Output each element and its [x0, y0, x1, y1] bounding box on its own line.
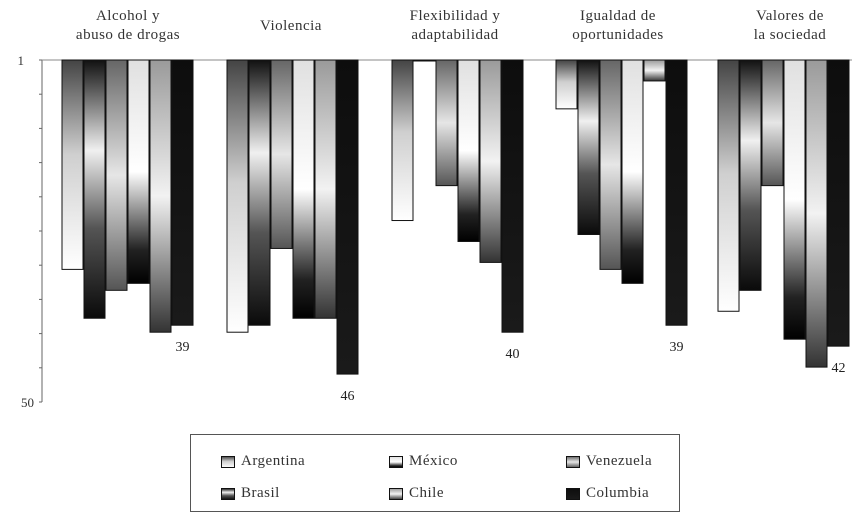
legend-item: Venezuela [566, 453, 652, 470]
bar-chile-1 [314, 59, 337, 319]
y-tick-label: 1 [18, 53, 25, 68]
legend-label: Argentina [241, 453, 306, 469]
bar-brasil-1 [248, 59, 271, 326]
legend-item: Chile [389, 485, 444, 502]
legend-swatch [566, 487, 580, 500]
bar-brasil-4 [739, 59, 762, 291]
data-label: 40 [506, 347, 520, 362]
bar-argentina-1 [226, 59, 249, 333]
legend-item: Columbia [566, 485, 649, 502]
bar-brasil-0 [83, 59, 106, 319]
bar-venezuela-3 [599, 59, 622, 270]
legend-swatch [389, 487, 403, 500]
category-title: Valores de la sociedad [753, 8, 827, 43]
bar-columbia-2 [501, 59, 524, 333]
bar-venezuela-1 [270, 59, 293, 249]
chart-legend: Argentina México Venezuela Brasil Chile Colum… [190, 434, 680, 512]
category-title: Alcohol y abuso de drogas [75, 8, 181, 43]
bar-columbia-4 [827, 59, 850, 347]
y-tick-label: 50 [21, 395, 34, 410]
bar-chart: 1 50 39 46 40 39 42 [18, 53, 852, 410]
legend-label: Chile [409, 485, 444, 501]
legend-item: Brasil [221, 485, 280, 502]
bar-brasil-2 [413, 59, 436, 62]
bar-brasil-3 [577, 59, 600, 235]
category-title: Violencia [260, 18, 322, 34]
bar-mxico-0 [127, 59, 150, 284]
legend-swatch [566, 455, 580, 468]
data-label: 39 [176, 340, 190, 355]
bar-venezuela-4 [761, 59, 784, 187]
category-title: Flexibilidad y adaptabilidad [409, 8, 501, 43]
legend-label: Columbia [586, 485, 650, 501]
legend-label: México [409, 453, 458, 469]
data-label: 46 [341, 389, 355, 404]
bar-columbia-1 [336, 59, 359, 375]
legend-swatch [221, 487, 235, 500]
bar-mxico-2 [457, 59, 480, 242]
bar-chile-0 [149, 59, 172, 333]
data-label: 42 [832, 361, 846, 376]
bar-argentina-3 [555, 59, 578, 110]
category-title: Igualdad de oportunidades [572, 8, 664, 43]
bar-mxico-3 [621, 59, 644, 284]
legend-swatch [221, 455, 235, 468]
bar-columbia-0 [171, 59, 194, 326]
legend-swatch [389, 455, 403, 468]
bar-venezuela-2 [435, 59, 458, 187]
bar-argentina-2 [391, 59, 414, 222]
legend-item: Argentina [221, 453, 305, 470]
bar-venezuela-0 [105, 59, 128, 291]
bar-columbia-3 [665, 59, 688, 326]
bar-chile-3 [643, 59, 666, 82]
data-label: 39 [670, 340, 684, 355]
legend-item: México [389, 453, 458, 470]
bar-mxico-4 [783, 59, 806, 340]
bar-argentina-0 [61, 59, 84, 270]
bar-chile-2 [479, 59, 502, 263]
legend-label: Brasil [241, 485, 280, 501]
bar-argentina-4 [717, 59, 740, 312]
legend-label: Venezuela [586, 453, 653, 469]
bar-mxico-1 [292, 59, 315, 319]
bar-chile-4 [805, 59, 828, 368]
